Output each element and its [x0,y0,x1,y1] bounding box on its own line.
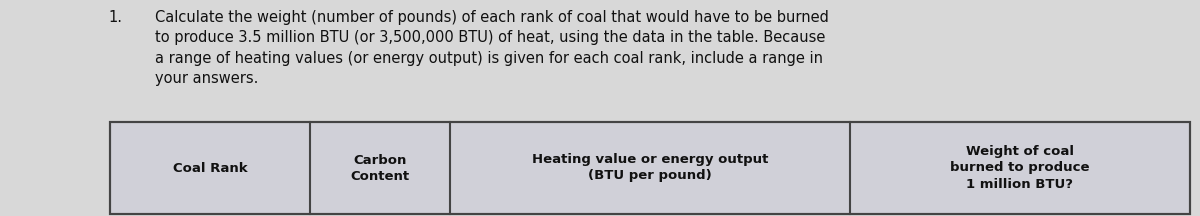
Text: Calculate the weight (number of pounds) of each rank of coal that would have to : Calculate the weight (number of pounds) … [155,10,829,86]
Bar [110,122,1190,214]
Text: Heating value or energy output
(BTU per pound): Heating value or energy output (BTU per … [532,154,768,183]
Text: Carbon
Content: Carbon Content [350,154,409,183]
Text: Coal Rank: Coal Rank [173,162,247,175]
Text: Weight of coal
burned to produce
1 million BTU?: Weight of coal burned to produce 1 milli… [950,146,1090,191]
Text: 1.: 1. [108,10,122,25]
Bar [110,122,1190,214]
